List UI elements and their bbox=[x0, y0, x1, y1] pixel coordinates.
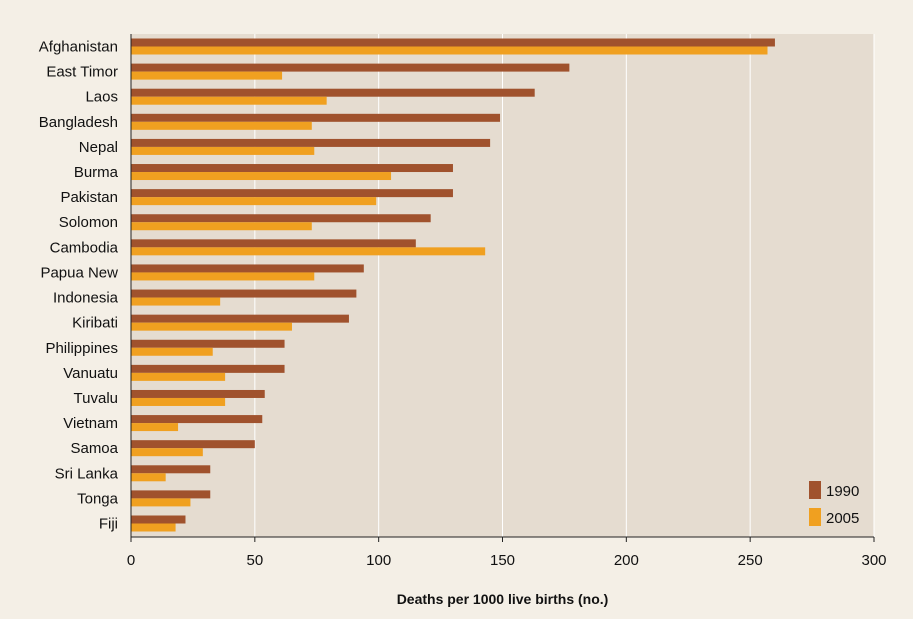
category-label: Tuvalu bbox=[74, 390, 118, 407]
x-axis-title: Deaths per 1000 live births (no.) bbox=[397, 591, 609, 607]
category-label: Samoa bbox=[70, 440, 118, 457]
bar-2005-vanuatu bbox=[131, 372, 226, 381]
bar-2005-nepal bbox=[131, 146, 315, 155]
bar-2005-tuvalu bbox=[131, 397, 226, 406]
category-label: Solomon bbox=[59, 214, 118, 231]
bar-1990-laos bbox=[131, 88, 535, 97]
category-label: Laos bbox=[85, 89, 118, 106]
bar-1990-tuvalu bbox=[131, 389, 265, 398]
category-label: Nepal bbox=[79, 139, 118, 156]
bar-2005-east-timor bbox=[131, 71, 283, 80]
x-tick-label: 250 bbox=[738, 552, 763, 569]
category-label: Papua New bbox=[40, 264, 118, 281]
bar-2005-sri-lanka bbox=[131, 473, 166, 482]
bar-2005-philippines bbox=[131, 347, 213, 356]
category-label: Vietnam bbox=[63, 415, 118, 432]
x-tick-label: 50 bbox=[246, 552, 263, 569]
bar-2005-burma bbox=[131, 172, 392, 181]
legend: 1990 2005 bbox=[809, 481, 859, 527]
bars bbox=[131, 38, 775, 532]
category-label: East Timor bbox=[46, 64, 118, 81]
legend-label-2005: 2005 bbox=[826, 510, 859, 527]
bar-1990-philippines bbox=[131, 339, 285, 348]
x-tick-label: 300 bbox=[861, 552, 886, 569]
legend-swatch-2005 bbox=[809, 508, 821, 526]
bar-1990-tonga bbox=[131, 490, 211, 499]
bar-1990-kiribati bbox=[131, 314, 349, 323]
category-label: Indonesia bbox=[53, 290, 119, 307]
category-label: Cambodia bbox=[50, 239, 119, 256]
x-tick-label: 100 bbox=[366, 552, 391, 569]
bar-2005-samoa bbox=[131, 448, 203, 457]
bar-1990-fiji bbox=[131, 515, 186, 524]
bar-1990-vietnam bbox=[131, 415, 263, 424]
category-label: Tonga bbox=[77, 490, 119, 507]
bar-2005-cambodia bbox=[131, 247, 486, 256]
bar-1990-cambodia bbox=[131, 239, 416, 248]
bar-1990-bangladesh bbox=[131, 113, 501, 122]
category-label: Kiribati bbox=[72, 315, 118, 332]
bar-1990-solomon bbox=[131, 214, 431, 223]
x-tick-labels: 0 50 100 150 200 250 300 bbox=[127, 537, 887, 569]
x-tick-label: 200 bbox=[614, 552, 639, 569]
bar-1990-pakistan bbox=[131, 189, 453, 198]
category-label: Bangladesh bbox=[39, 114, 118, 131]
x-tick-label: 0 bbox=[127, 552, 135, 569]
bar-2005-afghanistan bbox=[131, 46, 768, 55]
bar-2005-indonesia bbox=[131, 297, 221, 306]
bar-1990-papua-new bbox=[131, 264, 364, 273]
bar-1990-afghanistan bbox=[131, 38, 775, 47]
category-label: Sri Lanka bbox=[55, 465, 119, 482]
legend-swatch-1990 bbox=[809, 481, 821, 499]
bar-1990-east-timor bbox=[131, 63, 570, 72]
bar-2005-tonga bbox=[131, 498, 191, 507]
category-label: Pakistan bbox=[60, 189, 118, 206]
category-label: Philippines bbox=[45, 340, 118, 357]
bar-1990-vanuatu bbox=[131, 364, 285, 373]
bar-2005-kiribati bbox=[131, 322, 292, 331]
bar-1990-indonesia bbox=[131, 289, 357, 298]
bar-2005-solomon bbox=[131, 222, 312, 231]
category-labels: Afghanistan East Timor Laos Bangladesh Nepal… bbox=[39, 39, 119, 533]
bar-2005-pakistan bbox=[131, 197, 377, 206]
bar-2005-vietnam bbox=[131, 423, 179, 432]
bar-1990-sri-lanka bbox=[131, 465, 211, 474]
bar-1990-samoa bbox=[131, 440, 255, 449]
bar-2005-papua-new bbox=[131, 272, 315, 281]
legend-label-1990: 1990 bbox=[826, 483, 859, 500]
bar-1990-burma bbox=[131, 164, 453, 173]
category-label: Fiji bbox=[99, 516, 118, 533]
x-tick-label: 150 bbox=[490, 552, 515, 569]
category-label: Afghanistan bbox=[39, 39, 118, 56]
bar-2005-bangladesh bbox=[131, 121, 312, 130]
bar-1990-nepal bbox=[131, 138, 491, 147]
category-label: Burma bbox=[74, 164, 119, 181]
category-label: Vanuatu bbox=[63, 365, 118, 382]
bar-2005-fiji bbox=[131, 523, 176, 532]
bar-2005-laos bbox=[131, 96, 327, 105]
